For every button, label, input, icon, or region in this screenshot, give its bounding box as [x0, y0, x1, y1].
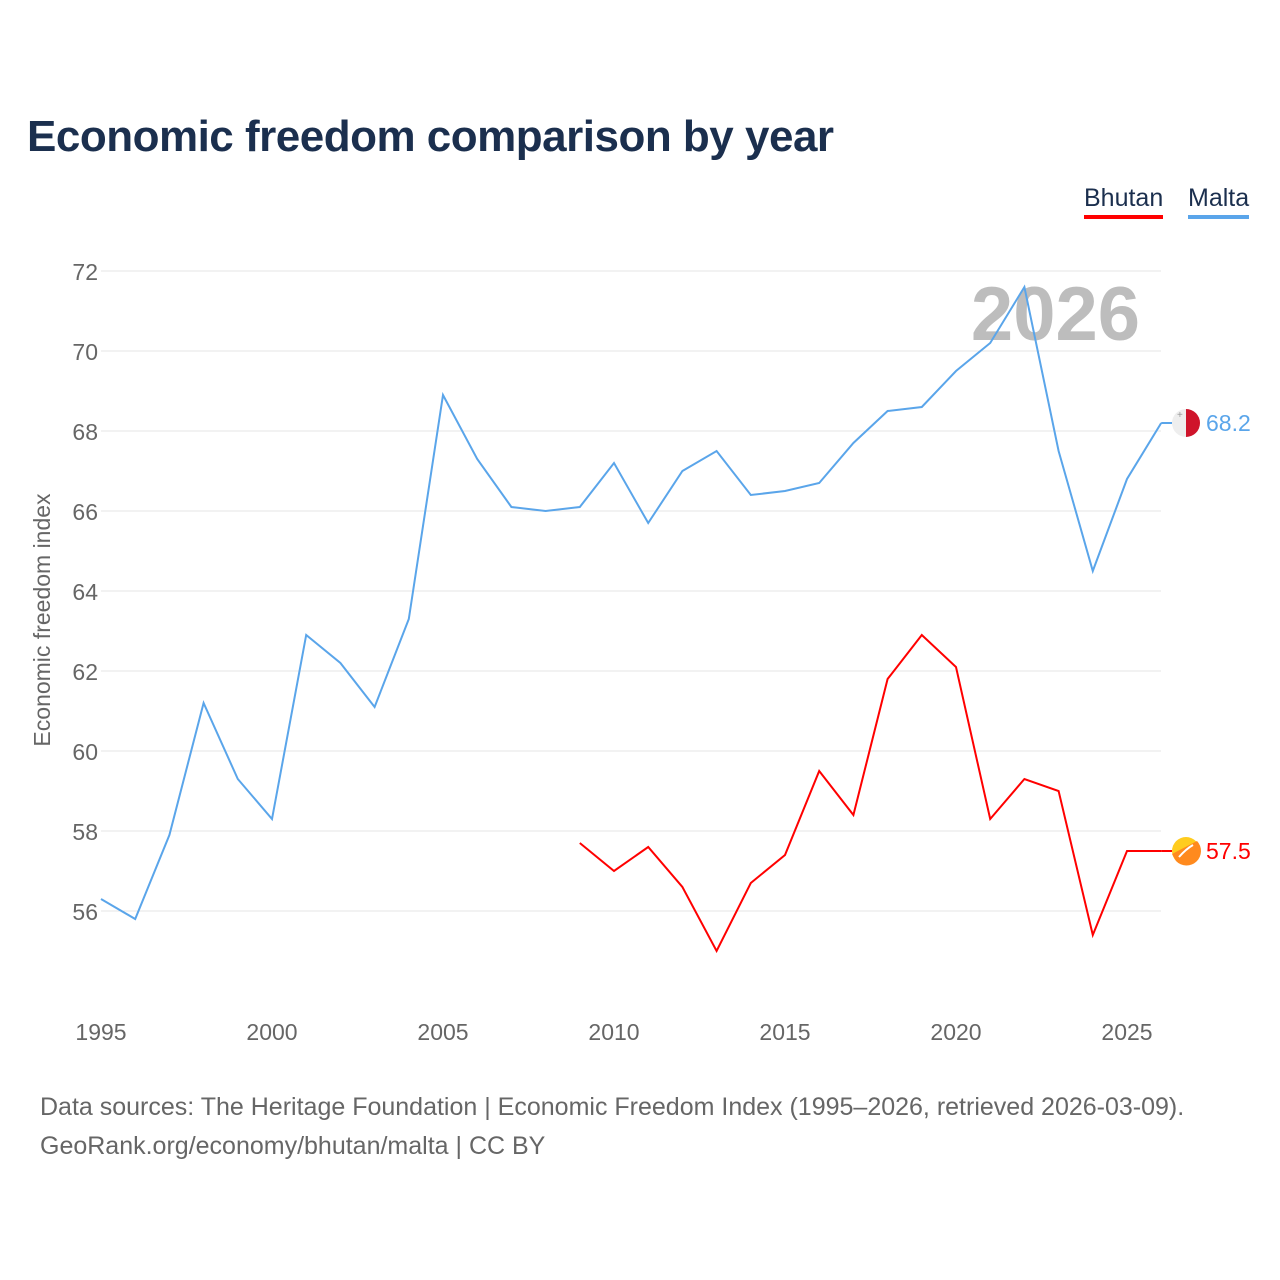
data-point-malta	[749, 493, 753, 497]
data-point-malta	[509, 505, 513, 509]
x-tick-label: 2005	[417, 1019, 468, 1045]
data-point-bhutan	[920, 633, 924, 637]
data-point-bhutan	[954, 665, 958, 669]
data-point-bhutan	[851, 813, 855, 817]
y-tick-label: 68	[72, 419, 98, 445]
data-point-bhutan	[646, 845, 650, 849]
bhutan-dragon-icon	[1178, 844, 1194, 858]
y-tick-label: 56	[72, 899, 98, 925]
data-point-bhutan	[1091, 933, 1095, 937]
series-line-bhutan	[579, 633, 1162, 954]
y-axis-label: Economic freedom index	[29, 493, 55, 747]
data-point-bhutan	[783, 853, 787, 857]
data-point-malta	[1022, 285, 1026, 289]
data-point-malta	[373, 705, 377, 709]
data-point-bhutan	[612, 869, 616, 873]
data-point-bhutan	[1022, 777, 1026, 781]
data-point-malta	[544, 509, 548, 513]
data-point-bhutan	[578, 841, 582, 845]
series-line-malta	[100, 284, 1163, 921]
y-tick-label: 70	[72, 339, 98, 365]
data-point-malta	[783, 489, 787, 493]
x-tick-label: 2010	[588, 1019, 639, 1045]
source-note: Data sources: The Heritage Foundation | …	[40, 1088, 1184, 1166]
data-point-bhutan	[749, 881, 753, 885]
data-point-bhutan	[886, 677, 890, 681]
data-point-malta	[338, 661, 342, 665]
data-point-malta	[988, 341, 992, 345]
legend-bhutan[interactable]: Bhutan	[1084, 184, 1164, 219]
data-point-malta	[680, 469, 684, 473]
data-point-malta	[99, 897, 103, 901]
data-point-malta	[612, 461, 616, 465]
data-point-malta	[270, 817, 274, 821]
data-point-malta	[851, 441, 855, 445]
data-point-malta	[954, 369, 958, 373]
data-point-malta	[407, 617, 411, 621]
data-point-bhutan	[1125, 849, 1129, 853]
y-tick-label: 66	[72, 499, 98, 525]
x-tick-label: 2025	[1101, 1019, 1152, 1045]
end-value-label: 57.5	[1206, 838, 1251, 864]
y-tick-label: 58	[72, 819, 98, 845]
data-point-malta	[304, 633, 308, 637]
y-tick-label: 62	[72, 659, 98, 685]
data-point-malta	[817, 481, 821, 485]
legend-malta[interactable]: Malta	[1188, 184, 1250, 219]
y-tick-label: 64	[72, 579, 98, 605]
data-point-bhutan	[1057, 789, 1061, 793]
x-tick-label: 2020	[930, 1019, 981, 1045]
data-point-malta	[202, 701, 206, 705]
data-point-bhutan	[817, 769, 821, 773]
data-point-malta	[475, 457, 479, 461]
y-tick-label: 60	[72, 739, 98, 765]
data-point-malta	[920, 405, 924, 409]
x-tick-label: 2000	[246, 1019, 297, 1045]
data-point-malta	[1091, 569, 1095, 573]
data-point-malta	[886, 409, 890, 413]
data-point-malta	[441, 393, 445, 397]
source-line-1: Data sources: The Heritage Foundation | …	[40, 1093, 1185, 1121]
x-tick-label: 1995	[75, 1019, 126, 1045]
data-point-malta	[1057, 449, 1061, 453]
year-watermark: 2026	[971, 272, 1140, 357]
data-point-malta	[1125, 477, 1129, 481]
y-tick-label: 72	[72, 259, 98, 285]
malta-cross-icon: +	[1177, 410, 1183, 421]
x-tick-label: 2015	[759, 1019, 810, 1045]
source-line-2[interactable]: GeoRank.org/economy/bhutan/malta | CC BY	[40, 1132, 546, 1160]
data-point-bhutan	[680, 885, 684, 889]
bhutan-flag-icon	[1172, 841, 1202, 866]
data-point-malta	[133, 917, 137, 921]
data-point-malta	[578, 505, 582, 509]
chart-title: Economic freedom comparison by year	[27, 112, 834, 161]
data-point-malta	[646, 521, 650, 525]
malta-flag-icon	[1186, 409, 1200, 437]
end-value-label: 68.2	[1206, 410, 1251, 436]
data-point-malta	[715, 449, 719, 453]
data-point-malta	[167, 833, 171, 837]
data-point-bhutan	[715, 949, 719, 953]
data-point-bhutan	[988, 817, 992, 821]
data-point-malta	[236, 777, 240, 781]
